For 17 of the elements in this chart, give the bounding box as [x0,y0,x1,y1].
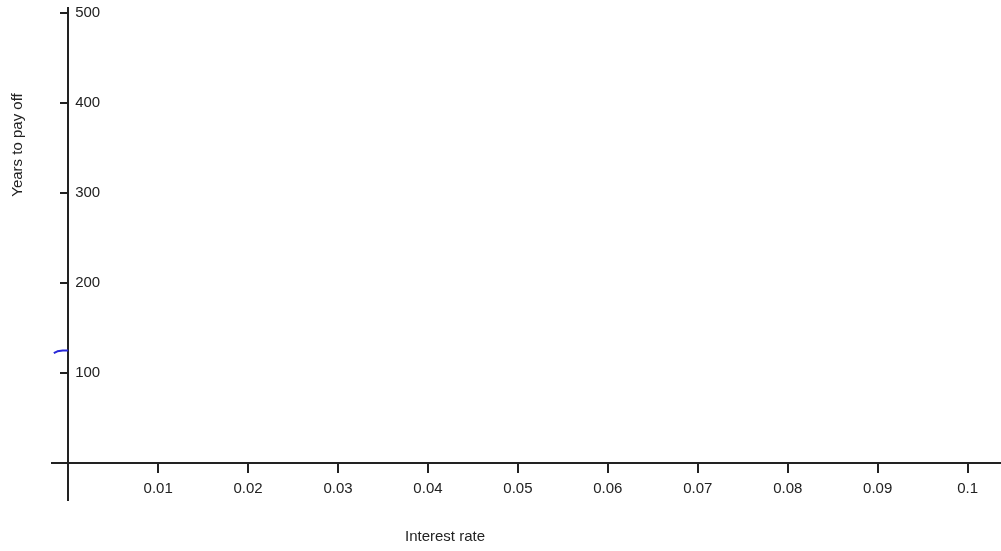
y-tick-label: 500 [75,2,101,20]
x-tick-label: 0.09 [863,479,893,497]
x-tick-label: 0.07 [683,479,713,497]
x-tick-label: 0.02 [233,479,263,497]
x-tick-label: 0.01 [143,479,173,497]
x-tick-label: 0.1 [957,479,979,497]
y-tick-label: 400 [75,92,101,110]
x-tick-label: 0.03 [323,479,353,497]
x-tick-label: 0.05 [503,479,533,497]
x-tick-label: 0.08 [773,479,803,497]
y-tick-label: 200 [75,272,101,290]
x-tick-label: 0.04 [413,479,443,497]
y-axis-title: Years to pay off [8,92,26,197]
y-tick-label: 100 [75,363,101,381]
y-tick-label: 300 [75,182,101,200]
x-axis-title: Interest rate [404,527,486,545]
x-tick-label: 0.06 [593,479,623,497]
